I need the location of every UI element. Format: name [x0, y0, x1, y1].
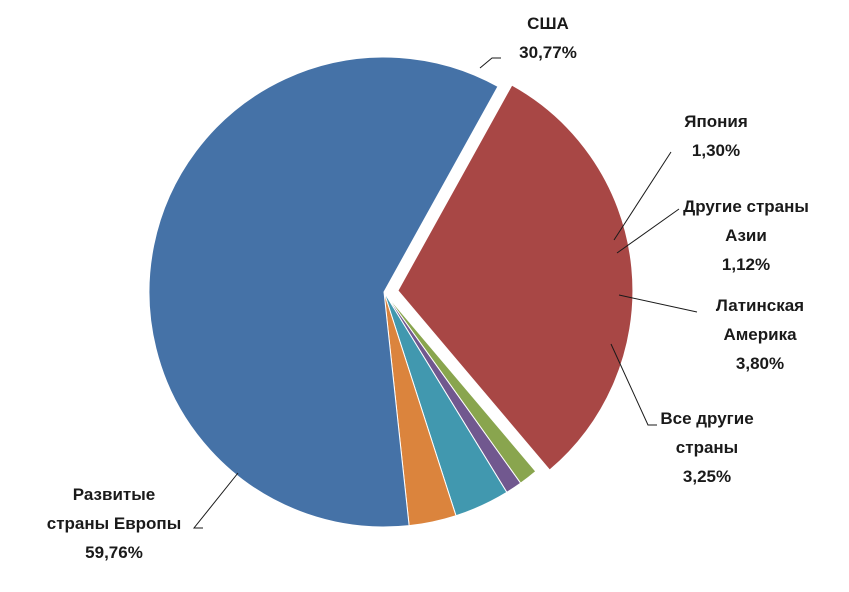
- slice-0-label: США 30,77%: [519, 14, 577, 62]
- slice-3-label-line-2: 3,80%: [736, 354, 784, 373]
- slice-4-label-line-0: Все другие: [660, 409, 753, 428]
- slice-0-leader-line: [479, 57, 501, 69]
- slice-1-label-line-0: Япония: [684, 112, 748, 131]
- slice-5-label-line-2: 59,76%: [85, 543, 143, 562]
- slice-2-label-line-2: 1,12%: [722, 255, 770, 274]
- slice-1-label: Япония 1,30%: [684, 112, 748, 160]
- slice-4-label-line-2: 3,25%: [683, 467, 731, 486]
- slice-1-leader-line: [613, 151, 672, 241]
- slice-2-label: Другие страны Азии 1,12%: [683, 197, 809, 274]
- leader-lines-layer: [192, 57, 698, 529]
- slice-0: [397, 84, 634, 471]
- slice-3-leader-line: [618, 294, 698, 313]
- slice-3-label-line-1: Америка: [723, 325, 797, 344]
- slices-layer: [148, 56, 634, 528]
- labels-layer: США 30,77% Япония 1,30% Другие страны Азии 1,1…: [47, 14, 809, 562]
- slice-5-label-line-0: Развитые: [73, 485, 155, 504]
- slice-5-label: Развитые страны Европы 59,76%: [47, 485, 181, 562]
- slice-2-label-line-1: Азии: [725, 226, 767, 245]
- slice-2-leader-line: [616, 208, 680, 254]
- slice-4-leader-line: [610, 343, 657, 426]
- slice-1-label-line-1: 1,30%: [692, 141, 740, 160]
- slice-4-label: Все другие страны 3,25%: [660, 409, 753, 486]
- slice-3-label: Латинская Америка 3,80%: [716, 296, 804, 373]
- slice-5: [148, 56, 499, 528]
- slice-2-label-line-0: Другие страны: [683, 197, 809, 216]
- slice-0-label-line-1: 30,77%: [519, 43, 577, 62]
- slice-5-label-line-1: страны Европы: [47, 514, 181, 533]
- slice-4-label-line-1: страны: [676, 438, 738, 457]
- slice-0-label-line-0: США: [527, 14, 569, 33]
- slice-3-label-line-0: Латинская: [716, 296, 804, 315]
- slice-5-leader-line: [192, 472, 239, 529]
